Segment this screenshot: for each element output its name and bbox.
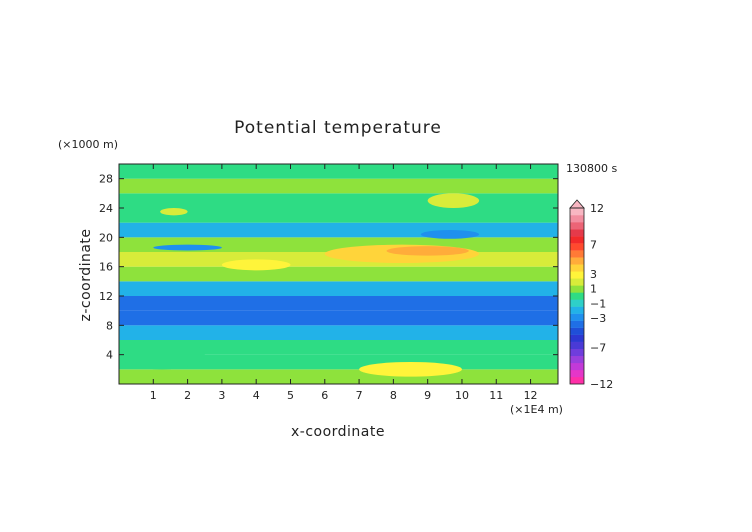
contour-feature — [420, 230, 480, 239]
colorbar-swatch — [570, 285, 584, 293]
y-tick-label: 16 — [99, 261, 113, 274]
colorbar-tick-label: −12 — [590, 378, 613, 391]
colorbar-tick-label: 12 — [590, 202, 604, 215]
contour-band — [119, 281, 558, 296]
colorbar: 12 7 3 1−1 −3 −7 −12 — [569, 199, 613, 391]
colorbar-extend-arrow — [569, 199, 585, 209]
x-tick-label: 4 — [253, 389, 260, 402]
y-unit-label: (×1000 m) — [58, 138, 118, 151]
y-tick-label: 24 — [99, 202, 113, 215]
colorbar-swatch — [570, 299, 584, 307]
contour-band — [119, 208, 558, 223]
contour-band — [119, 369, 558, 384]
colorbar-swatch — [570, 355, 584, 364]
contour-band — [119, 178, 558, 194]
colorbar-swatch — [570, 306, 584, 314]
colorbar-swatch — [570, 271, 584, 279]
x-axis-title: x-coordinate — [291, 424, 385, 440]
colorbar-swatch — [570, 320, 584, 328]
x-tick-label: 6 — [321, 389, 328, 402]
colorbar-swatch — [570, 243, 584, 251]
x-tick-label: 8 — [390, 389, 397, 402]
colorbar-swatch — [570, 229, 584, 237]
colorbar-tick-label: 1 — [590, 283, 597, 296]
x-unit-label: (×1E4 m) — [510, 403, 563, 416]
x-tick-label: 2 — [184, 389, 191, 402]
x-tick-label: 7 — [356, 389, 363, 402]
colorbar-tick-label: 3 — [590, 268, 597, 281]
y-tick-label: 28 — [99, 173, 113, 186]
y-axis-title: z-coordinate — [78, 228, 94, 321]
x-tick-label: 1 — [150, 389, 157, 402]
colorbar-swatch — [570, 278, 584, 286]
colorbar-swatch — [570, 208, 584, 216]
colorbar-tick-label: −3 — [590, 312, 606, 325]
y-tick-label: 12 — [99, 290, 113, 303]
colorbar-swatch — [570, 376, 584, 385]
colorbar-swatch — [570, 334, 584, 342]
y-tick-label: 20 — [99, 231, 113, 244]
colorbar-swatch — [570, 341, 584, 349]
colorbar-swatch — [570, 292, 584, 300]
x-tick-label: 12 — [524, 389, 538, 402]
x-tick-label: 9 — [424, 389, 431, 402]
colorbar-swatch — [570, 369, 584, 378]
colorbar-swatch — [570, 327, 584, 335]
colorbar-swatch — [570, 362, 584, 371]
contour-band — [119, 310, 558, 326]
contour-band — [119, 340, 558, 355]
colorbar-tick-label: −7 — [590, 341, 606, 354]
chart-title: Potential temperature — [234, 118, 442, 138]
y-axis: 4 8 12 16 20 24 28 — [99, 173, 558, 362]
colorbar-tick-label: 7 — [590, 239, 597, 252]
x-tick-label: 3 — [218, 389, 225, 402]
colorbar-swatch — [570, 264, 584, 272]
colorbar-swatch — [570, 250, 584, 258]
x-tick-label: 5 — [287, 389, 294, 402]
contour-band — [119, 325, 558, 340]
plot-area — [118, 163, 559, 385]
y-tick-label: 8 — [106, 319, 113, 332]
colorbar-frame — [569, 207, 585, 385]
colorbar-tick-label: −1 — [590, 297, 606, 310]
colorbar-swatch — [570, 313, 584, 321]
contour-band — [119, 266, 558, 282]
contour-band — [119, 193, 558, 208]
contour-feature — [386, 246, 469, 256]
colorbar-swatch — [570, 215, 584, 223]
x-tick-label: 10 — [455, 389, 469, 402]
colorbar-swatch — [570, 348, 584, 357]
contour-band — [119, 222, 558, 238]
x-tick-label: 11 — [489, 389, 503, 402]
contour-feature — [221, 259, 291, 271]
colorbar-swatch — [570, 257, 584, 265]
contour-feature — [153, 244, 222, 251]
x-axis: 1 2 3 4 5 6 7 8 9 10 11 12 — [150, 164, 538, 402]
contour-feature — [160, 208, 188, 216]
time-label: 130800 s — [566, 162, 617, 175]
colorbar-swatch — [570, 222, 584, 230]
y-tick-label: 4 — [106, 349, 113, 362]
contour-band — [119, 164, 558, 179]
contour-feature — [359, 362, 462, 377]
contour-band — [119, 296, 558, 311]
contour-feature — [119, 340, 205, 370]
contour-feature — [427, 193, 480, 209]
plot-frame — [118, 163, 559, 385]
colorbar-swatch — [570, 236, 584, 244]
